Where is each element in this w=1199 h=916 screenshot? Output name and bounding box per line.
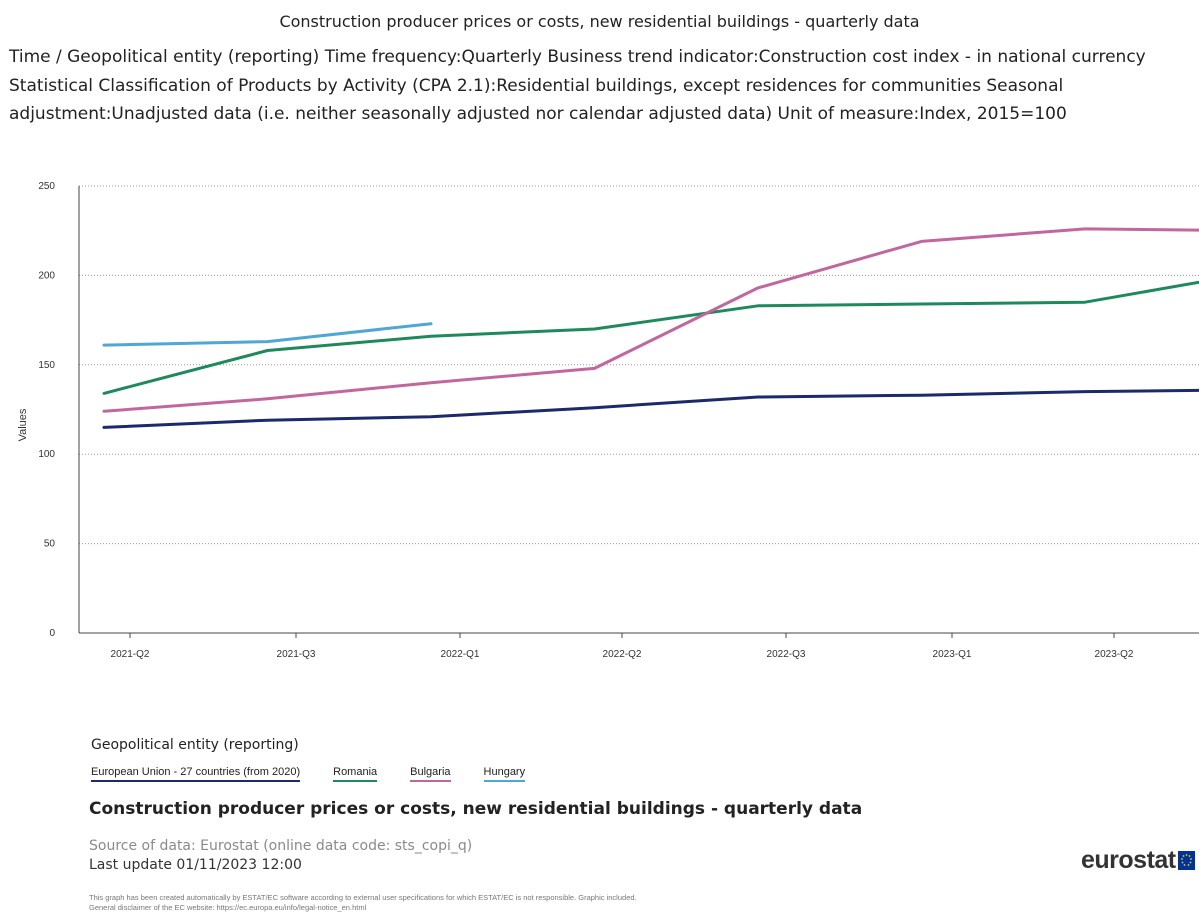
y-tick-label: 0 [49,628,55,639]
axes [78,186,1199,634]
x-tick-label: 2021-Q3 [277,649,316,660]
legend-title: Geopolitical entity (reporting) [91,737,299,753]
last-update: Last update 01/11/2023 12:00 [89,857,302,873]
disclaimer-line-1: This graph has been created automaticall… [89,893,637,902]
y-tick-label: 50 [44,539,56,550]
chart-subtitle: Time / Geopolitical entity (reporting) T… [9,47,1146,124]
footer-title: Construction producer prices or costs, n… [89,799,863,819]
y-tick-label: 150 [38,360,55,371]
chart-title: Construction producer prices or costs, n… [279,12,920,31]
legend-item-romania[interactable]: Romania [333,766,378,782]
eu-flag-icon [1177,851,1195,870]
x-tick-label: 2023-Q2 [1095,649,1134,660]
logo-text: eurostat [1081,846,1176,874]
legend-item-european-union-27-countries-from-2020[interactable]: European Union - 27 countries (from 2020… [91,766,301,782]
data-source: Source of data: Eurostat (online data co… [89,838,473,854]
eurostat-logo[interactable]: eurostat [1081,846,1195,875]
series-line-hungary [102,322,433,347]
legend-item-bulgaria[interactable]: Bulgaria [410,766,451,782]
y-tick-label: 100 [38,449,55,460]
grid-lines [79,185,1199,545]
x-tick-label: 2021-Q2 [111,649,150,660]
x-tick-label: 2022-Q1 [441,649,480,660]
y-tick-label: 200 [38,270,55,281]
series-line-romania [102,280,1199,395]
x-tick-label: 2022-Q3 [767,649,806,660]
y-tick-labels: 0 50 100 150 200 250 [38,181,55,639]
series-lines [102,227,1199,429]
x-tick-labels: 2021-Q2 2021-Q3 2022-Q1 2022-Q2 2022-Q3 2023-… [111,633,1134,660]
series-line-bulgaria [102,227,1199,413]
x-tick-label: 2022-Q2 [603,649,642,660]
y-tick-label: 250 [38,181,55,192]
disclaimer: This graph has been created automaticall… [89,893,637,913]
legend: European Union - 27 countries (from 2020… [91,766,526,782]
y-axis-label: Values [17,408,29,441]
disclaimer-line-2: General disclaimer of the EC website: ht… [89,903,367,912]
x-tick-label: 2023-Q1 [933,649,972,660]
legend-item-hungary[interactable]: Hungary [483,766,526,782]
series-line-european-union-27-countries-from-2020 [102,388,1199,429]
